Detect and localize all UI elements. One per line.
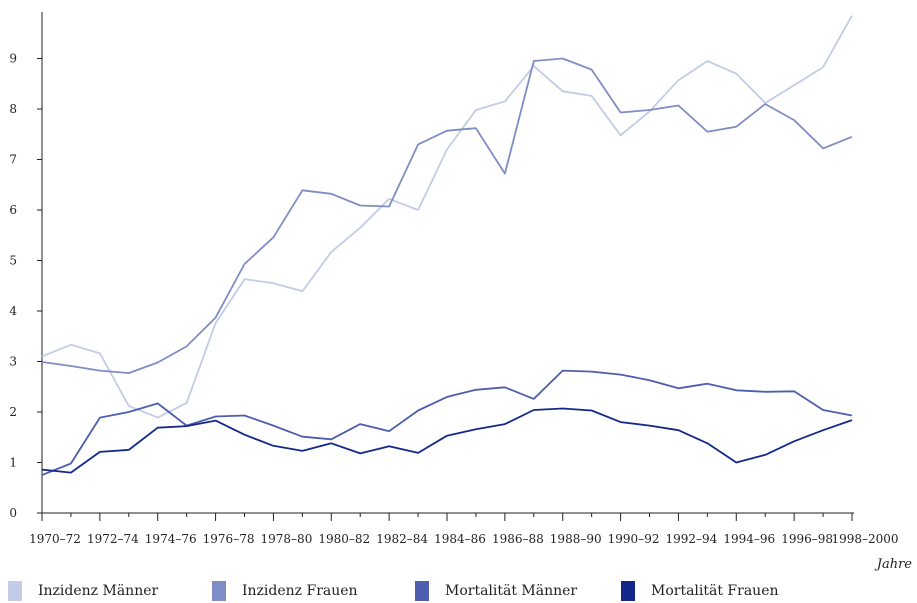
x-tick-label: 1994–96 [723,532,775,546]
x-tick-label: 1984–86 [434,532,486,546]
x-tick-label: 1986–88 [492,532,544,546]
series-line-3 [41,369,853,476]
x-tick-label: 1996–98 [781,532,833,546]
series-layer [41,15,853,476]
legend-swatch [415,580,429,601]
legend-label: Inzidenz Männer [38,582,159,599]
x-tick-label: 1998–2000 [831,532,898,546]
legend-label: Mortalität Männer [445,582,578,599]
x-tick-label: 1972–74 [87,532,139,546]
y-axis-ticks: 0 1 2 3 4 5 6 7 8 9 [9,52,42,520]
legend-item-inzidenz-maenner: Inzidenz Männer [8,578,158,603]
x-tick-label: 1980–82 [318,532,370,546]
x-tick-label: 1992–94 [666,532,718,546]
y-tick-label: 9 [9,52,17,66]
x-axis-ticks: 1970–72 1972–74 1974–76 1976–78 1978–80 1980–… [29,513,899,546]
x-tick-label: 1976–78 [203,532,255,546]
legend-item-mortalitaet-frauen: Mortalität Frauen [621,578,779,603]
x-tick-label: 1982–84 [376,532,428,546]
series-line-4 [41,407,853,474]
legend-swatch [8,580,22,601]
y-tick-label: 4 [9,304,17,318]
x-tick-label: 1970–72 [29,532,81,546]
series-line-1 [41,15,853,419]
y-tick-label: 0 [9,506,17,520]
legend-swatch [212,580,226,601]
y-tick-label: 6 [9,203,17,217]
legend-swatch [621,580,635,601]
y-tick-label: 7 [9,153,17,167]
legend-item-inzidenz-frauen: Inzidenz Frauen [212,578,358,603]
y-tick-label: 3 [9,355,17,369]
x-axis-title: Jahre [874,557,913,572]
y-tick-label: 5 [9,254,17,268]
legend: Inzidenz Männer Inzidenz Frauen Mortalit… [0,578,917,603]
series-line-2 [41,57,853,375]
legend-label: Mortalität Frauen [651,582,779,599]
x-tick-label: 1978–80 [261,532,313,546]
x-tick-label: 1974–76 [145,532,197,546]
y-tick-label: 1 [9,456,17,470]
legend-label: Inzidenz Frauen [242,582,358,599]
x-tick-label: 1990–92 [608,532,660,546]
x-tick-label: 1988–90 [550,532,602,546]
axes [41,12,854,514]
y-tick-label: 2 [9,405,17,419]
legend-item-mortalitaet-maenner: Mortalität Männer [415,578,577,603]
y-tick-label: 8 [9,102,17,116]
